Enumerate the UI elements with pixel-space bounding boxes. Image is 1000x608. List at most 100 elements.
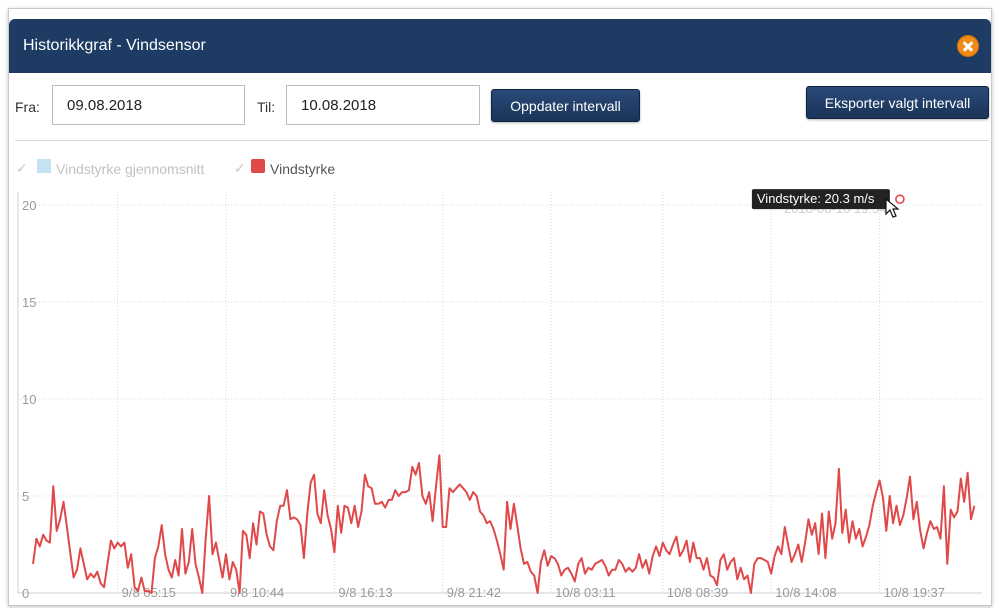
data-point[interactable] <box>508 527 513 532</box>
data-point[interactable] <box>738 565 743 570</box>
data-point[interactable] <box>579 556 584 561</box>
data-point[interactable] <box>315 511 320 516</box>
data-point[interactable] <box>461 486 466 491</box>
data-point[interactable] <box>820 511 825 516</box>
data-point[interactable] <box>860 544 865 549</box>
data-point[interactable] <box>948 507 953 512</box>
data-point[interactable] <box>528 569 533 574</box>
data-point[interactable] <box>681 548 686 553</box>
data-point[interactable] <box>511 501 516 506</box>
data-point[interactable] <box>901 513 906 518</box>
data-point[interactable] <box>921 546 926 551</box>
data-point[interactable] <box>295 517 300 522</box>
data-point[interactable] <box>498 552 503 557</box>
data-point[interactable] <box>58 517 63 522</box>
data-point[interactable] <box>969 517 974 522</box>
data-point[interactable] <box>247 556 252 561</box>
data-point[interactable] <box>836 466 841 471</box>
data-point[interactable] <box>816 552 821 557</box>
data-point[interactable] <box>640 565 645 570</box>
data-point[interactable] <box>464 490 469 495</box>
data-point[interactable] <box>447 486 452 491</box>
data-point[interactable] <box>535 591 540 596</box>
data-point[interactable] <box>870 503 875 508</box>
data-point[interactable] <box>925 530 930 535</box>
data-point[interactable] <box>765 560 770 565</box>
data-point[interactable] <box>667 552 672 557</box>
data-point[interactable] <box>518 546 523 551</box>
data-point[interactable] <box>904 495 909 500</box>
data-point[interactable] <box>671 542 676 547</box>
data-point[interactable] <box>572 579 577 584</box>
data-point[interactable] <box>125 565 130 570</box>
data-point[interactable] <box>285 488 290 493</box>
data-point[interactable] <box>308 480 313 485</box>
data-point[interactable] <box>176 573 181 578</box>
export-interval-button[interactable]: Eksporter valgt intervall <box>806 86 989 119</box>
data-point[interactable] <box>64 525 69 530</box>
data-point[interactable] <box>515 523 520 528</box>
data-point[interactable] <box>789 560 794 565</box>
data-point[interactable] <box>660 540 665 545</box>
data-point[interactable] <box>132 585 137 590</box>
data-point[interactable] <box>251 521 256 526</box>
data-point[interactable] <box>224 552 229 557</box>
data-point[interactable] <box>180 527 185 532</box>
data-point[interactable] <box>298 523 303 528</box>
data-point[interactable] <box>677 554 682 559</box>
data-point[interactable] <box>190 527 195 532</box>
data-point[interactable] <box>173 558 178 563</box>
data-point[interactable] <box>129 552 134 557</box>
close-icon[interactable] <box>957 35 979 57</box>
data-point[interactable] <box>383 505 388 510</box>
data-point[interactable] <box>119 544 124 549</box>
data-point[interactable] <box>633 565 638 570</box>
data-point[interactable] <box>945 561 950 566</box>
data-point[interactable] <box>796 542 801 547</box>
data-point[interactable] <box>620 561 625 566</box>
data-point[interactable] <box>339 530 344 535</box>
data-point[interactable] <box>643 558 648 563</box>
data-point[interactable] <box>606 573 611 578</box>
data-point[interactable] <box>715 583 720 588</box>
data-point[interactable] <box>501 567 506 572</box>
data-point[interactable] <box>728 560 733 565</box>
data-point[interactable] <box>136 589 141 594</box>
data-point[interactable] <box>196 575 201 580</box>
data-point[interactable] <box>413 472 418 477</box>
data-point[interactable] <box>98 581 103 586</box>
data-point[interactable] <box>410 464 415 469</box>
data-point[interactable] <box>962 499 967 504</box>
data-point[interactable] <box>813 521 818 526</box>
data-point[interactable] <box>972 503 977 508</box>
data-point[interactable] <box>752 561 757 566</box>
data-point[interactable] <box>41 532 46 537</box>
data-point[interactable] <box>559 573 564 578</box>
data-point[interactable] <box>826 509 831 514</box>
data-point[interactable] <box>122 540 127 545</box>
data-point[interactable] <box>792 552 797 557</box>
data-point[interactable] <box>274 519 279 524</box>
data-point[interactable] <box>61 499 66 504</box>
data-point[interactable] <box>85 577 90 582</box>
data-point[interactable] <box>616 558 621 563</box>
data-point[interactable] <box>589 567 594 572</box>
data-point[interactable] <box>874 490 879 495</box>
data-point[interactable] <box>721 552 726 557</box>
data-point[interactable] <box>159 523 164 528</box>
data-point[interactable] <box>169 575 174 580</box>
data-point[interactable] <box>928 519 933 524</box>
from-date-input[interactable] <box>52 85 245 125</box>
data-point[interactable] <box>782 525 787 530</box>
data-point[interactable] <box>867 523 872 528</box>
data-point[interactable] <box>81 561 86 566</box>
data-point[interactable] <box>220 575 225 580</box>
data-point[interactable] <box>830 536 835 541</box>
update-interval-button[interactable]: Oppdater intervall <box>491 89 640 122</box>
data-point[interactable] <box>505 499 510 504</box>
data-point[interactable] <box>352 503 357 508</box>
data-point[interactable] <box>532 573 537 578</box>
data-point[interactable] <box>318 521 323 526</box>
data-point[interactable] <box>369 486 374 491</box>
data-point[interactable] <box>701 567 706 572</box>
